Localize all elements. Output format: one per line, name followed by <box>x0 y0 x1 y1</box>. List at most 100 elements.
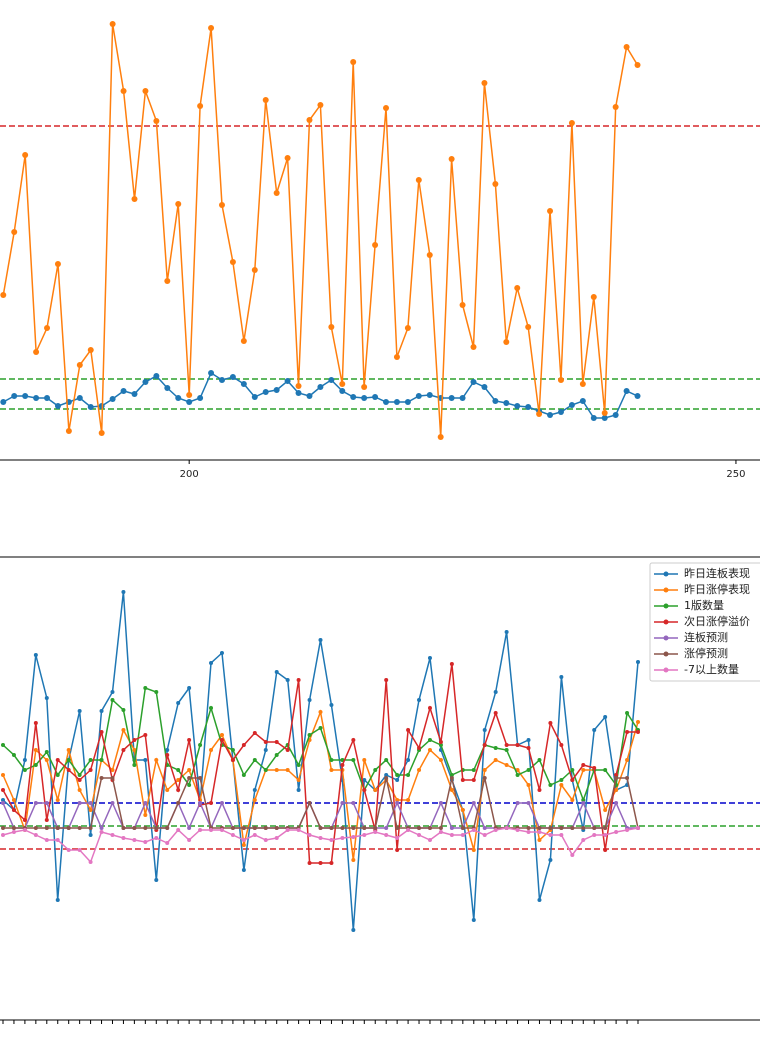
data-point <box>603 833 608 837</box>
data-point <box>471 768 476 772</box>
data-point <box>581 801 586 805</box>
data-point <box>88 801 93 805</box>
data-point <box>559 675 564 679</box>
data-point <box>142 379 149 385</box>
data-point <box>426 392 433 398</box>
data-point <box>625 711 630 715</box>
data-point <box>570 826 575 830</box>
data-point <box>525 324 532 330</box>
data-point <box>296 828 301 832</box>
data-point <box>492 181 499 187</box>
data-point <box>1 788 5 792</box>
data-point <box>55 898 60 902</box>
data-point <box>438 743 443 747</box>
legend-label: 昨日涨停表现 <box>684 582 750 596</box>
data-point <box>22 818 27 822</box>
data-point <box>88 768 93 772</box>
data-point <box>296 778 301 782</box>
data-point <box>362 833 367 837</box>
data-point <box>548 783 553 787</box>
data-point <box>273 190 280 196</box>
data-point <box>187 686 192 690</box>
data-point <box>601 415 608 421</box>
data-point <box>296 678 301 682</box>
data-point <box>526 768 531 772</box>
data-point <box>307 801 312 805</box>
data-point <box>65 428 72 434</box>
data-point <box>340 801 345 805</box>
data-point <box>44 826 49 830</box>
data-point <box>55 838 60 842</box>
data-point <box>110 833 115 837</box>
data-point <box>393 354 400 360</box>
data-point <box>351 758 356 762</box>
data-point <box>515 743 520 747</box>
data-point <box>373 788 378 792</box>
data-point <box>493 690 498 694</box>
data-point <box>110 698 115 702</box>
data-point <box>481 80 488 86</box>
data-point <box>197 395 204 401</box>
data-point <box>285 828 290 832</box>
data-point <box>525 404 532 410</box>
data-point <box>503 400 510 406</box>
data-point <box>306 117 313 123</box>
data-point <box>339 388 346 394</box>
data-point <box>614 788 619 792</box>
data-point <box>1 743 5 747</box>
data-point <box>590 294 597 300</box>
data-point <box>548 833 553 837</box>
data-point <box>590 415 597 421</box>
data-point <box>384 826 389 830</box>
data-point <box>176 701 181 705</box>
data-point <box>229 374 236 380</box>
data-point <box>536 411 543 417</box>
data-point <box>230 748 235 752</box>
data-point <box>634 393 641 399</box>
legend-box <box>649 562 760 682</box>
data-point <box>274 753 279 757</box>
data-point <box>417 826 422 830</box>
data-point <box>218 202 225 208</box>
data-point <box>240 381 247 387</box>
data-point <box>384 776 389 780</box>
data-point <box>262 97 269 103</box>
data-point <box>131 391 138 397</box>
data-point <box>548 858 553 862</box>
data-point <box>395 826 400 830</box>
data-point <box>581 826 586 830</box>
data-point <box>154 758 159 762</box>
data-point <box>132 738 137 742</box>
data-point <box>537 788 542 792</box>
data-point <box>514 403 521 409</box>
data-point <box>612 412 619 418</box>
data-point <box>176 801 181 805</box>
data-point <box>406 728 411 732</box>
data-point <box>55 773 60 777</box>
data-point <box>55 826 60 830</box>
data-point <box>165 826 170 830</box>
data-point <box>493 746 498 750</box>
data-point <box>514 285 521 291</box>
data-point <box>579 398 586 404</box>
data-point <box>328 324 335 330</box>
data-point <box>87 347 94 353</box>
series-line <box>2 23 639 438</box>
data-point <box>22 393 29 399</box>
data-point <box>526 738 531 742</box>
data-point <box>131 196 138 202</box>
data-point <box>614 773 619 777</box>
data-point <box>76 362 83 368</box>
data-point <box>209 801 214 805</box>
data-point <box>636 660 640 664</box>
data-point <box>274 670 279 674</box>
data-point <box>568 120 575 126</box>
data-point <box>471 828 476 832</box>
data-point <box>143 840 148 844</box>
data-point <box>44 325 51 331</box>
data-point <box>176 778 181 782</box>
data-point <box>515 828 520 832</box>
data-point <box>54 261 61 267</box>
data-point <box>537 838 542 842</box>
data-point <box>187 783 192 787</box>
